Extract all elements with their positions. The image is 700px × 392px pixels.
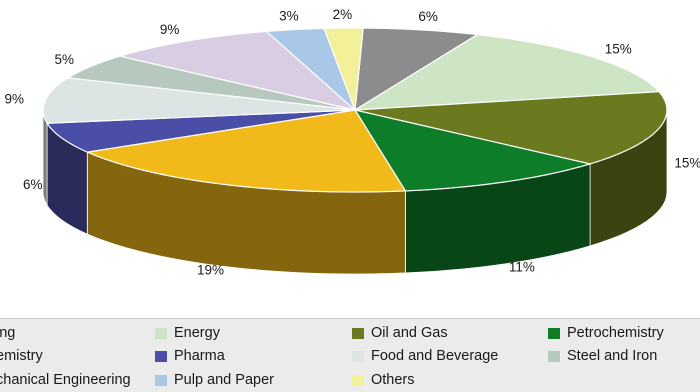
pie-slice-mechanical-engineering [354, 27, 479, 111]
legend-label: Energy [174, 325, 220, 341]
legend-label: Food and Beverage [371, 348, 499, 364]
legend-swatch [155, 374, 167, 386]
pie-label-steel-and-iron: 5% [55, 52, 75, 67]
pie-top [42, 27, 668, 193]
pie-chart-svg: 6% 15% 15% 11% 19% 6% 9% 5% 9% 3% 2% [5, 7, 700, 278]
legend-label: Pulp and Paper [174, 372, 274, 388]
pie-slice-chemistry [86, 109, 407, 193]
pie-slice-energy [354, 33, 660, 111]
pie-label-chemistry: 19% [197, 263, 224, 278]
legend-item: Oil and Gas [352, 322, 448, 344]
pie-label-food-and-beverage: 9% [5, 91, 25, 106]
legend-label: chanical Engineering [0, 372, 131, 388]
legend: ing Energy Oil and Gas Petrochemistry emistr… [0, 318, 700, 392]
legend-label: Others [371, 372, 415, 388]
legend-swatch [352, 374, 364, 386]
pie-label-others: 2% [333, 7, 353, 22]
legend-swatch [155, 327, 167, 339]
pie-label-pulp-and-paper: 3% [279, 9, 299, 24]
pie-slice-oil-and-gas [354, 91, 668, 165]
pie-data-labels: 6% 15% 15% 11% 19% 6% 9% 5% 9% 3% 2% [5, 7, 700, 278]
pie-slice-engineering [119, 30, 356, 111]
legend-item: chanical Engineering [0, 369, 131, 391]
pie-label-mechanical-engineering: 6% [418, 9, 438, 24]
legend-item: ing [0, 322, 15, 344]
legend-item: Petrochemistry [548, 322, 664, 344]
legend-label: Steel and Iron [567, 348, 658, 364]
legend-label: Pharma [174, 348, 225, 364]
pie-label-engineering: 9% [160, 22, 180, 37]
pie-chart: 6% 15% 15% 11% 19% 6% 9% 5% 9% 3% 2% [5, 7, 700, 278]
legend-swatch [548, 350, 560, 362]
pie-side-food-and-beverage [42, 109, 48, 206]
legend-label: ing [0, 325, 16, 341]
pie-label-pharma: 6% [23, 177, 43, 192]
pie-slice-steel-and-iron [67, 55, 356, 111]
pie-slice-food-and-beverage [42, 77, 356, 124]
pie-side-walls [42, 109, 668, 275]
legend-swatch [155, 350, 167, 362]
pie-label-oil-and-gas: 15% [674, 155, 700, 170]
legend-label: Oil and Gas [371, 325, 448, 341]
legend-item: emistry [0, 345, 43, 367]
legend-item: Steel and Iron [548, 345, 657, 367]
legend-swatch [548, 327, 560, 339]
legend-item: Pharma [155, 345, 225, 367]
legend-item: Food and Beverage [352, 345, 498, 367]
legend-swatch [352, 327, 364, 339]
pie-slice-others [323, 27, 364, 111]
legend-label: Petrochemistry [567, 325, 664, 341]
legend-item: Others [352, 369, 415, 391]
legend-swatch [352, 350, 364, 362]
pie-slice-petrochemistry [354, 109, 591, 192]
legend-label: emistry [0, 348, 43, 364]
legend-item: Energy [155, 322, 220, 344]
pie-label-petrochemistry: 11% [509, 260, 535, 275]
legend-item: Pulp and Paper [155, 369, 274, 391]
pie-label-energy: 15% [605, 41, 632, 56]
